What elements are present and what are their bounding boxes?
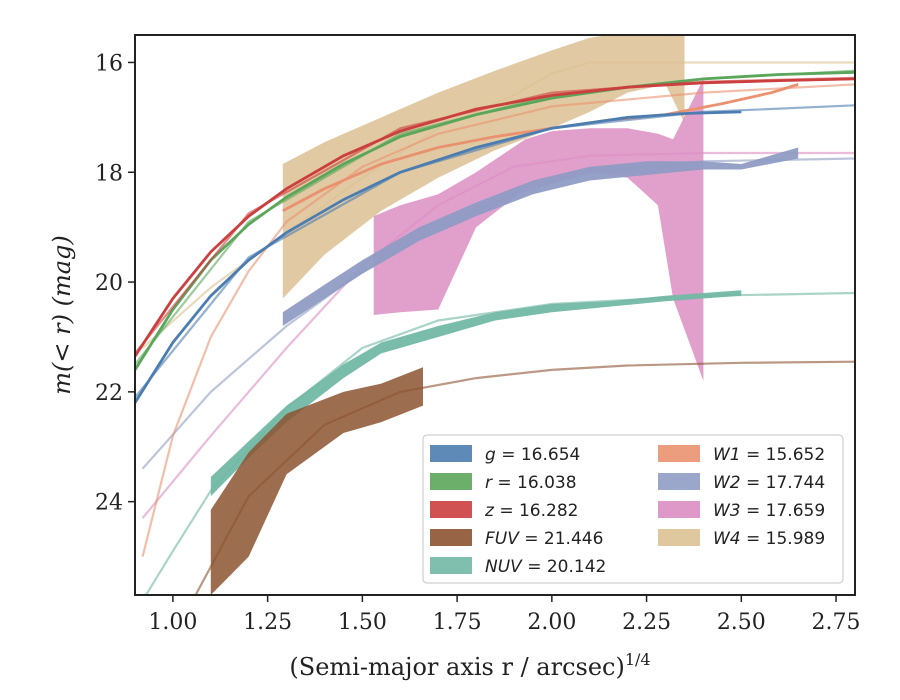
legend-band-value: = 15.652 [741,445,826,465]
series-layer [135,35,855,595]
legend-band-value: = 17.659 [741,501,826,521]
legend-band-value: = 16.654 [496,445,581,465]
x-tick-label: 2.75 [812,610,861,635]
x-axis-label-text: (Semi-major axis r / arcsec) [289,653,624,681]
x-axis-label-superscript: 1/4 [625,650,651,669]
y-tick-label: 16 [95,51,123,76]
legend-band-value: = 17.744 [741,473,826,493]
legend-band-name: W2 [713,473,741,493]
legend-swatch-nuv [430,557,472,574]
y-axis-ticks: 16 18 20 22 24 [95,51,135,516]
x-axis-ticks: 1.00 1.25 1.50 1.75 2.00 2.25 2.50 2.75 [148,595,861,635]
legend-band-name: W4 [713,529,741,549]
x-tick-label: 2.00 [527,610,576,635]
legend-band-value: = 15.989 [741,529,826,549]
legend-label-w1: W1 = 15.652 [713,445,825,465]
legend-band-value: = 21.446 [519,529,604,549]
legend-swatch-w2 [658,473,700,490]
x-tick-label: 2.25 [622,610,671,635]
legend-band-name: W1 [713,445,741,465]
legend-band-name: z [484,501,495,521]
legend-band-name: NUV [485,557,523,577]
x-tick-label: 1.00 [148,610,197,635]
legend-band-value: = 16.038 [492,473,577,493]
legend-band-name: FUV [485,529,520,549]
legend-box [422,434,844,584]
series-g-model-line [135,104,855,399]
legend-label-w2: W2 = 17.744 [713,473,825,493]
legend-swatch-r [430,473,472,490]
legend-band-name: g [485,445,496,465]
x-tick-label: 1.50 [338,610,387,635]
x-tick-label: 2.50 [717,610,766,635]
y-tick-label: 22 [95,381,123,406]
legend-swatch-fuv [430,529,472,546]
series-z-line [135,77,855,357]
series-w3-band [373,78,704,381]
series-w4-band [282,35,685,299]
legend-label-z: z = 16.282 [484,501,578,521]
legend-swatch-w4 [658,529,700,546]
legend-label-nuv: NUV = 20.142 [485,557,606,577]
y-tick-label: 18 [95,161,123,186]
series-w2-band [282,147,799,326]
legend-band-name: W3 [713,501,741,521]
legend-label-fuv: FUV = 21.446 [485,529,603,549]
legend-label-g: g = 16.654 [485,445,580,465]
series-w1-model-line [141,83,855,557]
legend-band-name: r [485,473,493,493]
legend-band-value: = 16.282 [494,501,579,521]
legend-label-w4: W4 = 15.989 [713,529,825,549]
legend-swatch-w1 [658,445,700,462]
legend-band-value: = 20.142 [522,557,607,577]
plot-frame [134,34,856,596]
x-axis-label: (Semi-major axis r / arcsec)1/4 [289,650,650,681]
legend-label-w3: W3 = 17.659 [713,501,825,521]
series-fuv-band [210,367,423,595]
x-tick-label: 1.75 [433,610,482,635]
legend-swatch-g [430,445,472,462]
x-tick-label: 1.25 [243,610,292,635]
y-tick-label: 20 [95,271,123,296]
series-g-line [135,110,742,404]
legend-swatch-z [430,501,472,518]
y-axis-label: m(< r) (mag) [48,235,76,394]
series-nuv-band [210,290,742,497]
y-tick-label: 24 [95,491,123,516]
legend-label-r: r = 16.038 [485,473,577,493]
legend-swatch-w3 [658,501,700,518]
